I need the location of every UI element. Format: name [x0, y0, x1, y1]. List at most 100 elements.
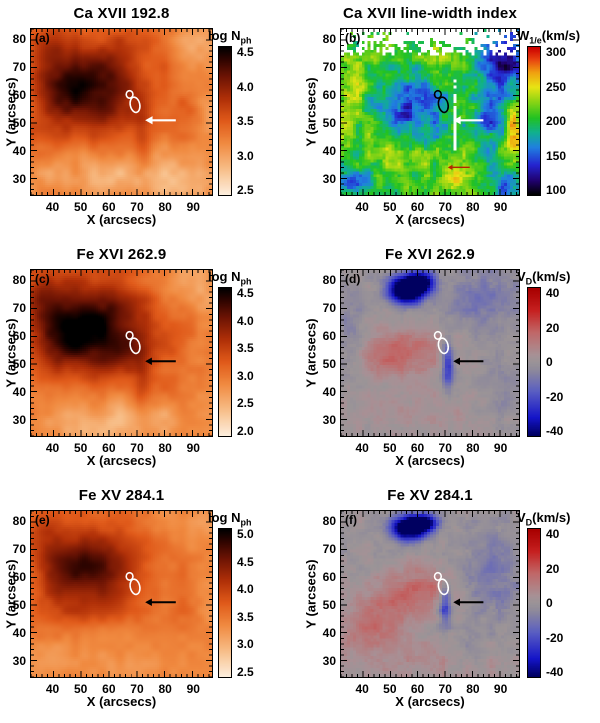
heatmap-plot: (c): [30, 269, 213, 437]
panel-c: Fe XVI 262.9 Y (arcsecs) (c) log Nph X (…: [0, 241, 300, 482]
axis-ticks: [31, 29, 212, 195]
y-tick-label: 40: [322, 385, 336, 400]
colorbar-label-main: log N: [208, 510, 241, 525]
x-tick-label: 40: [355, 682, 369, 696]
y-tick-label: 50: [322, 357, 336, 372]
colorbar-label-sub: 1/e: [529, 35, 542, 46]
colorbar-tick-label: 3.5: [237, 341, 254, 356]
y-tick-label: 40: [12, 385, 26, 400]
colorbar: [218, 287, 232, 437]
plot-overlay: [31, 270, 212, 436]
panel-title: Fe XV 284.1: [387, 487, 473, 504]
x-tick-label: 50: [73, 200, 88, 214]
colorbar-tick-label: 3.0: [237, 148, 254, 163]
x-tick-label: 70: [130, 441, 144, 455]
x-tick-label: 60: [102, 441, 116, 455]
y-tick-label: 80: [12, 32, 26, 47]
y-tick-label: 70: [12, 301, 26, 316]
colorbar-label-sub: D: [525, 276, 533, 287]
colorbar-tick-label: 0: [546, 596, 553, 610]
colorbar-label: log Nph: [208, 510, 252, 528]
y-tick-label: 70: [322, 60, 336, 75]
y-tick-label: 40: [322, 626, 336, 641]
colorbar-tick-label: 3.5: [237, 114, 254, 128]
plot-overlay: [341, 511, 519, 677]
y-tick-label: 30: [12, 413, 26, 428]
y-tick-label: 60: [12, 329, 26, 344]
x-tick-label: 70: [438, 441, 452, 455]
axis-ticks: [31, 511, 212, 677]
heatmap-canvas: [31, 270, 212, 436]
x-tick-label: 90: [493, 441, 508, 455]
x-axis-label: X (arcsecs): [395, 453, 465, 468]
x-tick-label: 90: [493, 200, 508, 214]
colorbar-label-rest: (km/s): [532, 269, 571, 284]
colorbar-label: VD(km/s): [517, 510, 570, 528]
heatmap-canvas: [341, 270, 519, 436]
x-axis-label: X (arcsecs): [86, 453, 157, 468]
colorbar: [218, 528, 232, 678]
panel-e: Fe XV 284.1 Y (arcsecs) (e) log Nph X (a…: [0, 482, 300, 723]
x-tick-label: 60: [102, 682, 116, 696]
colorbar-tick-label: 100: [546, 183, 567, 197]
heatmap-plot: (a): [30, 28, 213, 196]
y-tick-label: 30: [12, 172, 26, 187]
y-tick-label: 40: [12, 626, 26, 641]
axis-ticks: [341, 270, 519, 436]
pointer-arrow: [453, 357, 484, 366]
x-tick-label: 60: [410, 441, 425, 455]
colorbar-tick-label: 3.0: [237, 637, 254, 652]
x-tick-label: 80: [466, 200, 480, 214]
colorbar-label-main: log N: [208, 28, 241, 43]
colorbar-tick-label: 20: [546, 561, 560, 576]
colorbar-tick-label: 2.0: [237, 424, 254, 438]
colorbar-label-main: log N: [208, 269, 241, 284]
colorbar-label: log Nph: [208, 269, 252, 287]
panel-f: Fe XV 284.1 Y (arcsecs) (f) VD(km/s) X (…: [300, 482, 600, 723]
colorbar-tick-label: -40: [546, 665, 564, 679]
colorbar-tick-label: 40: [546, 286, 560, 300]
panel-title: Fe XVI 262.9: [76, 246, 167, 263]
x-tick-label: 50: [73, 682, 88, 696]
axis-ticks: [31, 270, 212, 436]
colorbar-tick-label: 2.5: [237, 396, 254, 411]
x-tick-label: 80: [466, 682, 480, 696]
panel-title: Ca XVII line-width index: [343, 5, 517, 22]
panel-letter: (c): [35, 272, 50, 286]
colorbar-label: log Nph: [208, 28, 252, 46]
region-contour: [433, 89, 450, 114]
y-tick-label: 50: [12, 357, 26, 372]
y-tick-label: 70: [12, 542, 26, 557]
pointer-arrow: [453, 598, 484, 607]
y-tick-label: 80: [322, 32, 336, 47]
x-tick-label: 70: [438, 200, 452, 214]
colorbar-tick-label: 4.5: [237, 286, 254, 300]
x-tick-label: 60: [410, 682, 425, 696]
region-contour: [125, 571, 141, 596]
x-tick-label: 60: [102, 200, 116, 214]
colorbar-tick-label: 4.5: [237, 554, 254, 569]
heatmap-canvas: [341, 511, 519, 677]
axis-ticks: [341, 511, 519, 677]
heatmap-plot: (b): [340, 28, 520, 196]
x-tick-label: 80: [466, 441, 480, 455]
x-tick-label: 70: [438, 682, 452, 696]
x-tick-label: 40: [355, 200, 369, 214]
colorbar-tick-label: -40: [546, 424, 564, 438]
y-tick-label: 80: [322, 514, 336, 529]
region-contour: [433, 571, 450, 596]
y-tick-label: 30: [12, 654, 26, 669]
panel-b: Ca XVII line-width index Y (arcsecs) (b)…: [300, 0, 600, 241]
panel-title: Ca XVII 192.8: [73, 5, 170, 22]
x-tick-label: 90: [186, 200, 200, 214]
y-tick-label: 60: [322, 570, 336, 585]
x-tick-label: 80: [158, 682, 172, 696]
y-tick-label: 60: [12, 570, 26, 585]
y-tick-label: 50: [12, 598, 26, 613]
x-tick-label: 70: [130, 682, 144, 696]
y-tick-label: 50: [322, 598, 336, 613]
y-tick-label: 80: [12, 514, 26, 529]
y-tick-label: 60: [322, 329, 336, 344]
colorbar: [218, 46, 232, 196]
colorbar: [527, 46, 541, 196]
